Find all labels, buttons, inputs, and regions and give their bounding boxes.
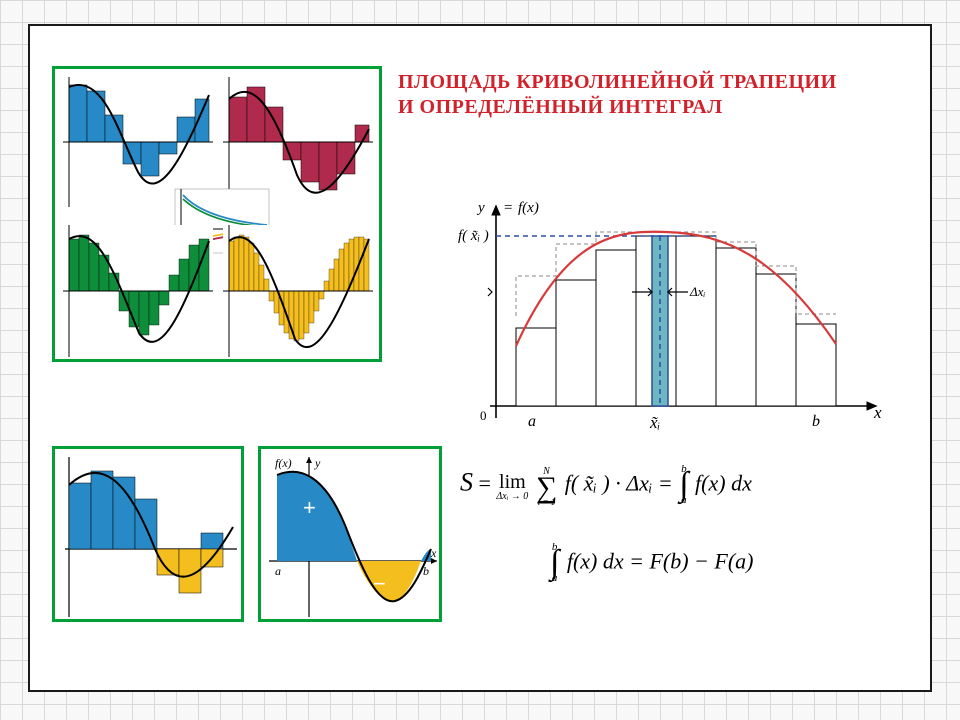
svg-text:b: b: [812, 413, 820, 430]
sym-fxdx: f(x) dx: [695, 470, 752, 495]
svg-text:0: 0: [480, 408, 487, 423]
svg-text:y: y: [314, 456, 321, 470]
svg-text:b: b: [423, 564, 429, 578]
svg-text:x: x: [873, 403, 882, 422]
svg-text:a: a: [528, 413, 536, 430]
formula-limit-integral: S = lim Δxᵢ → 0 N ∑ i = 1 f( x̃ᵢ ) · Δxᵢ…: [460, 464, 920, 520]
slide-title: ПЛОЩАДЬ КРИВОЛИНЕЙНОЙ ТРАПЕЦИИ И ОПРЕДЕЛ…: [398, 70, 837, 120]
svg-text:+: +: [303, 495, 316, 520]
sym-int2: ∫: [550, 553, 559, 573]
bl-svg: [55, 449, 247, 625]
svg-text:f( x̃ᵢ ): f( x̃ᵢ ): [458, 228, 489, 244]
slide-frame: ПЛОЩАДЬ КРИВОЛИНЕЙНОЙ ТРАПЕЦИИ И ОПРЕДЕЛ…: [28, 24, 932, 692]
svg-text:Δxᵢ: Δxᵢ: [689, 284, 705, 299]
sym-lim-sub: Δxᵢ → 0: [496, 492, 528, 502]
sym-sum-bot: i = 1: [536, 498, 557, 507]
title-line-1: ПЛОЩАДЬ КРИВОЛИНЕЙНОЙ ТРАПЕЦИИ: [398, 70, 837, 95]
sym-fxi-dxi: f( x̃ᵢ ) · Δxᵢ =: [565, 470, 673, 495]
sym-sum: ∑: [536, 477, 557, 498]
svg-text:y: y: [476, 200, 485, 216]
br-svg: f(x) y x a b + −: [261, 449, 445, 625]
riemann-diagram: Δxᵢ y = f(x) f( x̃ᵢ ) 0 x a b x̃ᵢ: [456, 196, 896, 446]
sym-lim: lim: [496, 472, 528, 492]
formula-newton-leibniz: b ∫ a f(x) dx = F(b) − F(a): [550, 542, 910, 584]
sym-int1: ∫: [679, 475, 688, 495]
panel-bottom-left: [52, 446, 244, 622]
svg-text:x̃ᵢ: x̃ᵢ: [649, 413, 660, 432]
svg-text:f(x): f(x): [518, 200, 539, 216]
title-line-2: И ОПРЕДЕЛЁННЫЙ ИНТЕГРАЛ: [398, 95, 837, 120]
svg-text:f(x): f(x): [275, 456, 292, 470]
sym-S: S: [460, 467, 473, 496]
panel-bottom-right: f(x) y x a b + −: [258, 446, 442, 622]
sym-nl-rest: f(x) dx = F(b) − F(a): [567, 548, 754, 573]
svg-text:a: a: [275, 564, 281, 578]
svg-text:x: x: [430, 546, 437, 560]
four-charts-svg: [55, 69, 385, 365]
sym-eq1: =: [479, 470, 497, 495]
svg-text:=: =: [504, 200, 512, 216]
svg-text:−: −: [373, 571, 386, 596]
riemann-svg: Δxᵢ y = f(x) f( x̃ᵢ ) 0 x a b x̃ᵢ: [456, 196, 896, 446]
panel-four-charts: [52, 66, 382, 362]
